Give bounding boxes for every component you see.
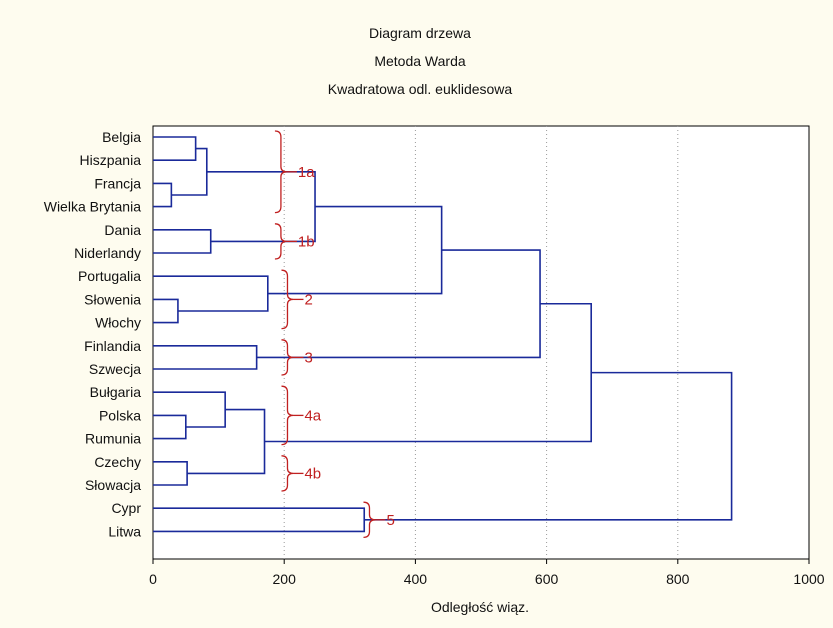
title-line-1: Diagram drzewa xyxy=(369,25,471,41)
leaf-label: Litwa xyxy=(108,523,141,539)
leaf-label: Hiszpania xyxy=(80,152,142,168)
group-label: 1b xyxy=(298,233,315,250)
dendrogram-links xyxy=(153,136,733,533)
x-axis-title: Odległość wiąz. xyxy=(431,599,529,615)
leaf-label: Finlandia xyxy=(84,338,141,354)
leaf-label: Bułgaria xyxy=(90,384,142,400)
leaf-label: Wielka Brytania xyxy=(44,199,141,215)
group-label: 2 xyxy=(304,291,312,308)
leaf-label: Słowenia xyxy=(84,291,141,307)
grid-lines xyxy=(283,126,679,559)
group-label: 3 xyxy=(304,349,312,366)
leaf-labels: Belgia Hiszpania Francja Wielka Brytania Dan… xyxy=(44,129,142,539)
chart-title: Diagram drzewa Metoda Warda Kwadratowa o… xyxy=(328,25,513,97)
plot-area xyxy=(152,125,810,560)
leaf-label: Rumunia xyxy=(85,431,141,447)
leaf-label: Francja xyxy=(94,175,141,191)
leaf-label: Belgia xyxy=(102,129,141,145)
leaf-label: Portugalia xyxy=(78,268,141,284)
x-tick-label: 600 xyxy=(535,571,559,587)
x-axis-ticks: 0 200 400 600 800 1000 xyxy=(149,559,825,587)
x-tick-label: 800 xyxy=(666,571,690,587)
leaf-label: Polska xyxy=(99,407,141,423)
title-line-2: Metoda Warda xyxy=(374,53,466,69)
leaf-label: Szwecja xyxy=(89,361,141,377)
group-label: 1a xyxy=(298,164,315,181)
group-label: 4b xyxy=(304,465,321,482)
x-tick-label: 200 xyxy=(273,571,297,587)
merge-link xyxy=(364,371,733,521)
x-tick-label: 400 xyxy=(404,571,428,587)
group-annotations: 1a 1b 2 3 4a 4b 5 xyxy=(274,130,395,539)
x-tick-label: 1000 xyxy=(793,571,824,587)
group-label: 4a xyxy=(304,407,321,424)
leaf-label: Czechy xyxy=(94,454,141,470)
leaf-label: Dania xyxy=(104,222,141,238)
title-line-3: Kwadratowa odl. euklidesowa xyxy=(328,81,513,97)
x-tick-label: 0 xyxy=(149,571,157,587)
leaf-label: Słowacja xyxy=(85,477,141,493)
leaf-label: Niderlandy xyxy=(74,245,141,261)
leaf-label: Włochy xyxy=(95,315,141,331)
group-label: 5 xyxy=(386,512,394,529)
leaf-label: Cypr xyxy=(111,500,141,516)
